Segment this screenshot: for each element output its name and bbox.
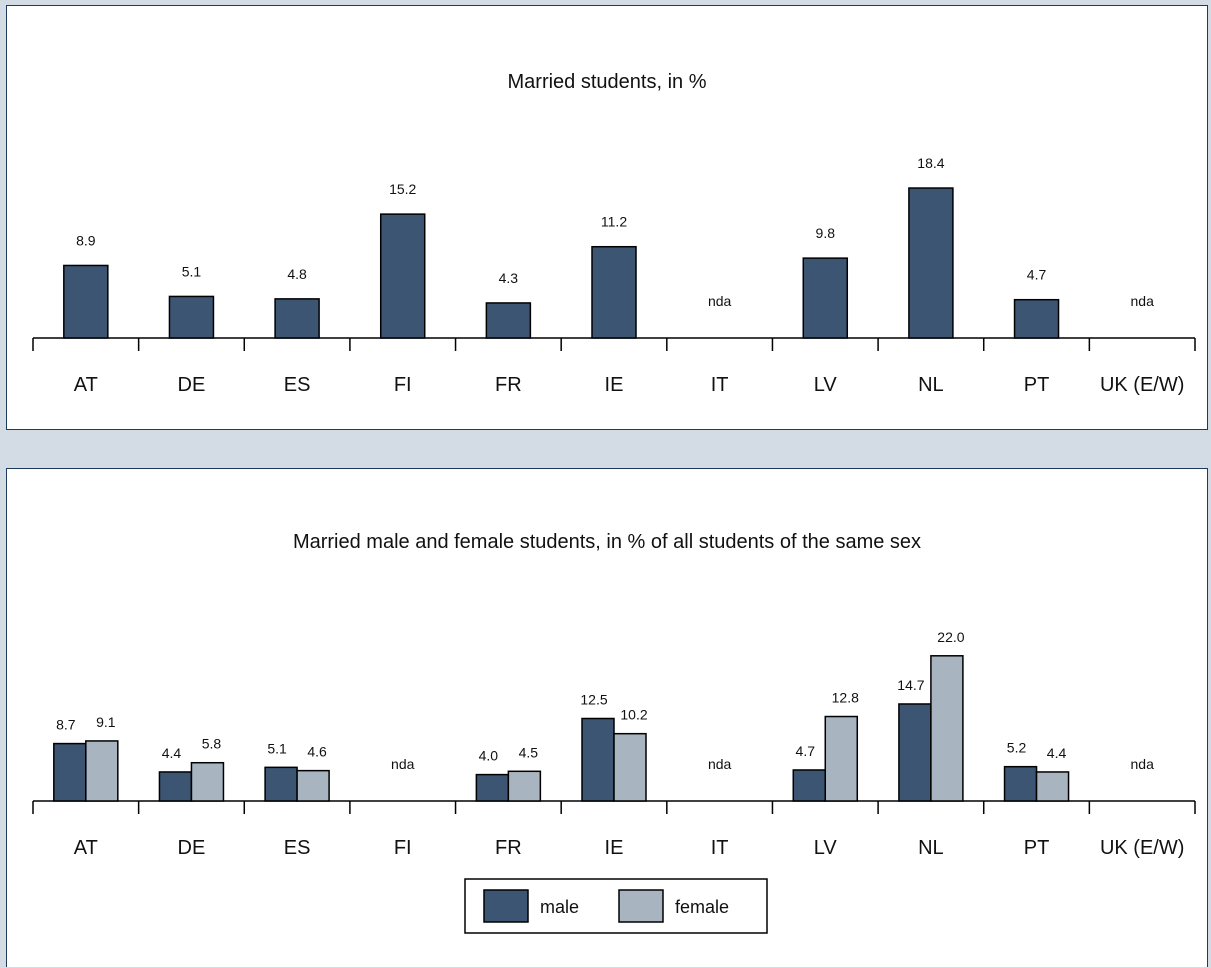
bar-value bbox=[1013, 298, 1060, 339]
bar-male bbox=[581, 717, 615, 802]
legend-label-male: male bbox=[540, 897, 579, 917]
x-tick-label: UK (E/W) bbox=[1100, 374, 1184, 396]
x-tick-label: DE bbox=[178, 374, 206, 396]
data-label: 4.8 bbox=[287, 266, 307, 282]
x-tick-label: FI bbox=[394, 837, 412, 859]
data-label: 4.5 bbox=[519, 744, 539, 760]
bar-female bbox=[507, 770, 542, 802]
bar-female bbox=[613, 732, 647, 802]
data-label: 10.2 bbox=[620, 707, 647, 723]
x-tick-label: PT bbox=[1024, 374, 1050, 396]
data-label: 4.4 bbox=[1047, 745, 1067, 761]
bar-female bbox=[85, 740, 119, 802]
x-tick-label: FR bbox=[495, 374, 522, 396]
data-label: 4.4 bbox=[162, 745, 182, 761]
data-label: 8.9 bbox=[76, 232, 96, 248]
x-tick-label: NL bbox=[918, 837, 944, 859]
bar-male bbox=[1003, 765, 1038, 802]
no-data-label: nda bbox=[1131, 293, 1155, 309]
x-tick-label: ES bbox=[284, 374, 311, 396]
data-label: 4.7 bbox=[796, 743, 816, 759]
x-tick-label: LV bbox=[814, 374, 838, 396]
x-tick-label: LV bbox=[814, 837, 838, 859]
x-tick-label: IE bbox=[605, 837, 624, 859]
legend-swatch-female bbox=[618, 889, 664, 923]
bar-male bbox=[53, 742, 87, 802]
married-students-chart: Married students, in % AT 8.9 DE 5.1 ES 4.8 FI 1… bbox=[32, 71, 1196, 396]
chart-title: Married male and female students, in % o… bbox=[293, 531, 921, 553]
bar-male bbox=[158, 771, 193, 802]
no-data-label: nda bbox=[391, 756, 415, 772]
data-label: 5.2 bbox=[1007, 740, 1027, 756]
data-label: 9.1 bbox=[96, 714, 116, 730]
data-label: 5.1 bbox=[182, 263, 202, 279]
x-tick-label: IT bbox=[711, 837, 729, 859]
data-label: 12.8 bbox=[832, 690, 859, 706]
data-label: 18.4 bbox=[917, 155, 944, 171]
chart-title: Married students, in % bbox=[508, 71, 707, 93]
bar-value bbox=[168, 295, 215, 339]
data-label: 11.2 bbox=[601, 214, 627, 230]
x-tick-label: NL bbox=[918, 374, 944, 396]
no-data-label: nda bbox=[1131, 756, 1155, 772]
no-data-label: nda bbox=[708, 756, 732, 772]
bar-male bbox=[264, 766, 298, 802]
bar-value bbox=[485, 302, 532, 339]
married-by-sex-chart: Married male and female students, in % o… bbox=[32, 531, 1196, 934]
bar-male bbox=[792, 769, 827, 802]
x-tick-label: AT bbox=[74, 374, 98, 396]
data-label: 22.0 bbox=[937, 629, 964, 645]
x-tick-label: PT bbox=[1024, 837, 1050, 859]
legend-swatch-male bbox=[483, 889, 529, 923]
data-label: 12.5 bbox=[580, 692, 607, 708]
chart-panel-married-by-sex: Married male and female students, in % o… bbox=[6, 468, 1208, 967]
x-tick-label: FI bbox=[394, 374, 412, 396]
x-tick-label: IT bbox=[711, 374, 729, 396]
x-tick-label: ES bbox=[284, 837, 311, 859]
data-label: 4.7 bbox=[1027, 267, 1047, 283]
data-label: 5.1 bbox=[267, 740, 287, 756]
bar-value bbox=[63, 264, 109, 339]
bar-female bbox=[1035, 771, 1070, 802]
x-tick-label: UK (E/W) bbox=[1100, 837, 1184, 859]
bar-value bbox=[908, 187, 954, 339]
data-label: 4.0 bbox=[479, 748, 499, 764]
data-label: 15.2 bbox=[389, 181, 416, 197]
x-tick-label: IE bbox=[605, 374, 624, 396]
x-tick-label: DE bbox=[178, 837, 206, 859]
data-label: 8.7 bbox=[56, 717, 76, 733]
data-label: 4.3 bbox=[499, 270, 519, 286]
x-tick-label: FR bbox=[495, 837, 522, 859]
bar-female bbox=[190, 761, 225, 802]
bar-value bbox=[379, 213, 426, 339]
x-tick-label: AT bbox=[74, 837, 98, 859]
bar-female bbox=[930, 655, 964, 802]
data-label: 4.6 bbox=[307, 744, 327, 760]
bar-male bbox=[475, 773, 510, 802]
bar-value bbox=[591, 245, 637, 339]
bar-value bbox=[802, 257, 849, 339]
no-data-label: nda bbox=[708, 293, 732, 309]
bar-female bbox=[824, 715, 859, 802]
data-label: 9.8 bbox=[816, 225, 836, 241]
data-label: 5.8 bbox=[202, 736, 222, 752]
chart-panel-married-students: Married students, in % AT 8.9 DE 5.1 ES 4.8 FI 1… bbox=[6, 5, 1208, 430]
bar-value bbox=[274, 298, 320, 339]
legend-label-female: female bbox=[675, 897, 729, 917]
bar-male bbox=[898, 703, 932, 802]
data-label: 14.7 bbox=[897, 677, 924, 693]
bar-female bbox=[296, 769, 330, 802]
